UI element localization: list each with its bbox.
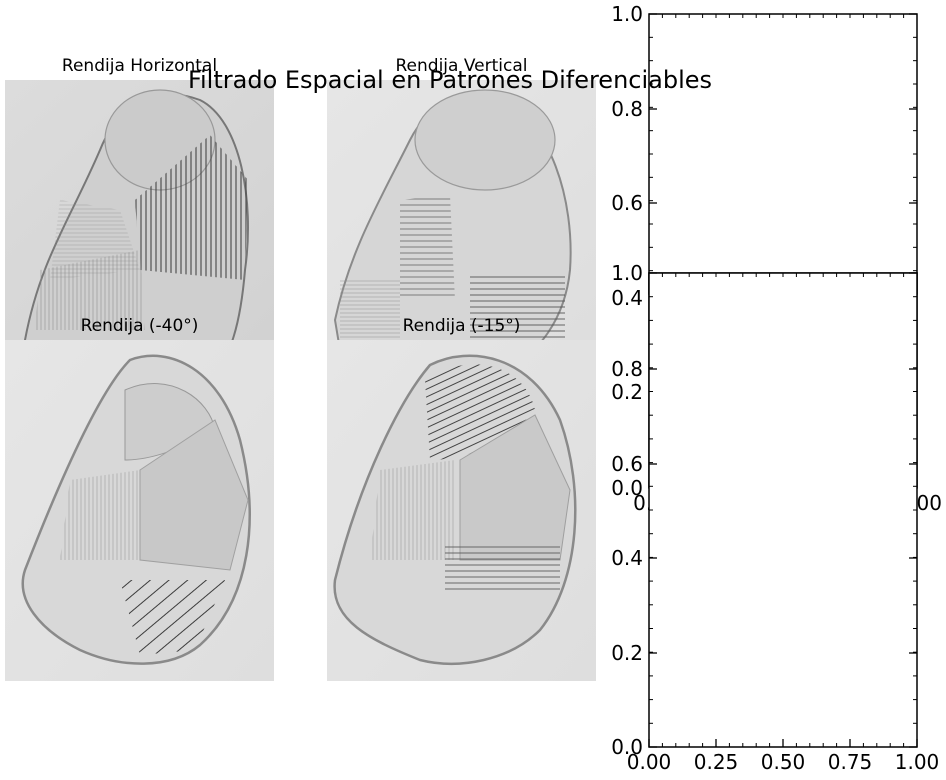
panel-rendija-40 bbox=[5, 340, 274, 681]
y-tick-label: 0.4 bbox=[611, 286, 643, 310]
axes-frame bbox=[648, 13, 918, 295]
axes-frame bbox=[648, 272, 918, 748]
x-tick-label: 00 bbox=[917, 491, 942, 515]
axes-layer: 0.6 0.8 1.0 0.0 0.2 0.4 0.0 000.0 0.2 0.4 0.6 0.8 1.… bbox=[611, 2, 942, 774]
y-tick-label: 0.0 bbox=[611, 476, 643, 500]
panel-title-rendija-vertical: Rendija Vertical bbox=[395, 56, 528, 76]
axes-1: 0.6 0.8 1.0 bbox=[611, 2, 918, 295]
x-tick-label: 0.50 bbox=[761, 750, 806, 774]
y-tick-label: 1.0 bbox=[611, 261, 643, 285]
x-tick-label: 0.25 bbox=[694, 750, 739, 774]
panel-rendija-vertical bbox=[327, 80, 596, 340]
axes-3: 0.0 0.2 0.4 0.6 0.8 1.0 0.00 0.25 0.50 0.75 1.00 bbox=[611, 261, 939, 774]
y-tick-label: 0.2 bbox=[611, 641, 643, 665]
x-tick-label: 0.00 bbox=[627, 750, 672, 774]
panel-title-rendija-15: Rendija (-15°) bbox=[402, 316, 521, 336]
panel-rendija-15 bbox=[327, 340, 596, 681]
y-tick-label: 1.0 bbox=[611, 2, 643, 26]
y-tick-label: 0.6 bbox=[611, 452, 643, 476]
panel-title-rendija-horizontal: Rendija Horizontal bbox=[61, 56, 218, 76]
panel-rendija-horizontal bbox=[5, 80, 274, 340]
y-tick-label: 0.8 bbox=[611, 357, 643, 381]
panel-title-rendija-40: Rendija (-40°) bbox=[80, 316, 199, 336]
y-tick-label: 0.0 bbox=[611, 735, 643, 759]
y-tick-label: 0.6 bbox=[611, 191, 643, 215]
y-tick-label: 0.8 bbox=[611, 97, 643, 121]
y-tick-label: 0.2 bbox=[611, 380, 643, 404]
x-tick-label: 0.75 bbox=[828, 750, 873, 774]
y-tick-label: 0.4 bbox=[611, 546, 643, 570]
x-tick-label: 1.00 bbox=[895, 750, 940, 774]
